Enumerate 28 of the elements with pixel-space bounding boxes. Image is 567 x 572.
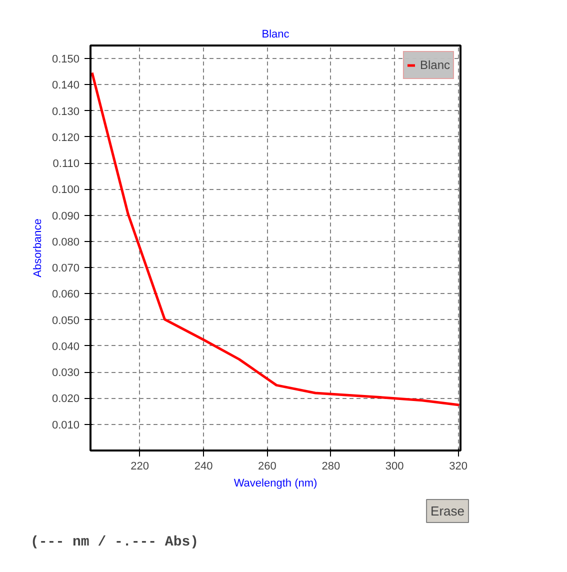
y-tick-label: 0.150 — [52, 54, 80, 66]
chart-title: Blanc — [262, 28, 290, 40]
y-tick-label: 0.120 — [52, 132, 80, 144]
y-tick-label: 0.100 — [52, 184, 80, 196]
x-tick-label: 220 — [130, 460, 150, 472]
legend-label: Blanc — [420, 58, 450, 72]
y-tick-label: 0.080 — [52, 236, 80, 248]
y-tick-label: 0.030 — [52, 367, 80, 380]
y-tick-label: 0.110 — [52, 158, 80, 170]
y-tick-label: 0.040 — [52, 340, 80, 353]
y-tick-label: 0.140 — [52, 80, 80, 92]
line-series — [90, 71, 460, 406]
x-tick-label: 240 — [194, 460, 213, 472]
y-tick-label: 0.090 — [52, 210, 80, 222]
y-tick-label: 0.130 — [52, 106, 80, 118]
x-tick-label: 300 — [385, 460, 404, 472]
text: Erase — [430, 504, 465, 518]
text: (--- nm / -.--- Abs) — [30, 534, 199, 550]
y-tick-label: 0.070 — [52, 262, 80, 275]
y-tick-label: 0.060 — [52, 288, 80, 301]
x-tick-label: 260 — [258, 460, 276, 472]
y-tick-label: 0.020 — [52, 393, 80, 406]
x-tick-label: 280 — [322, 460, 340, 472]
y-tick-label: 0.050 — [52, 314, 80, 327]
y-tick-label: 0.010 — [52, 419, 80, 432]
y-axis-title: Absorbance — [32, 218, 44, 278]
x-axis-title: Wavelength (nm) — [234, 478, 318, 490]
x-tick-label: 320 — [449, 460, 468, 472]
